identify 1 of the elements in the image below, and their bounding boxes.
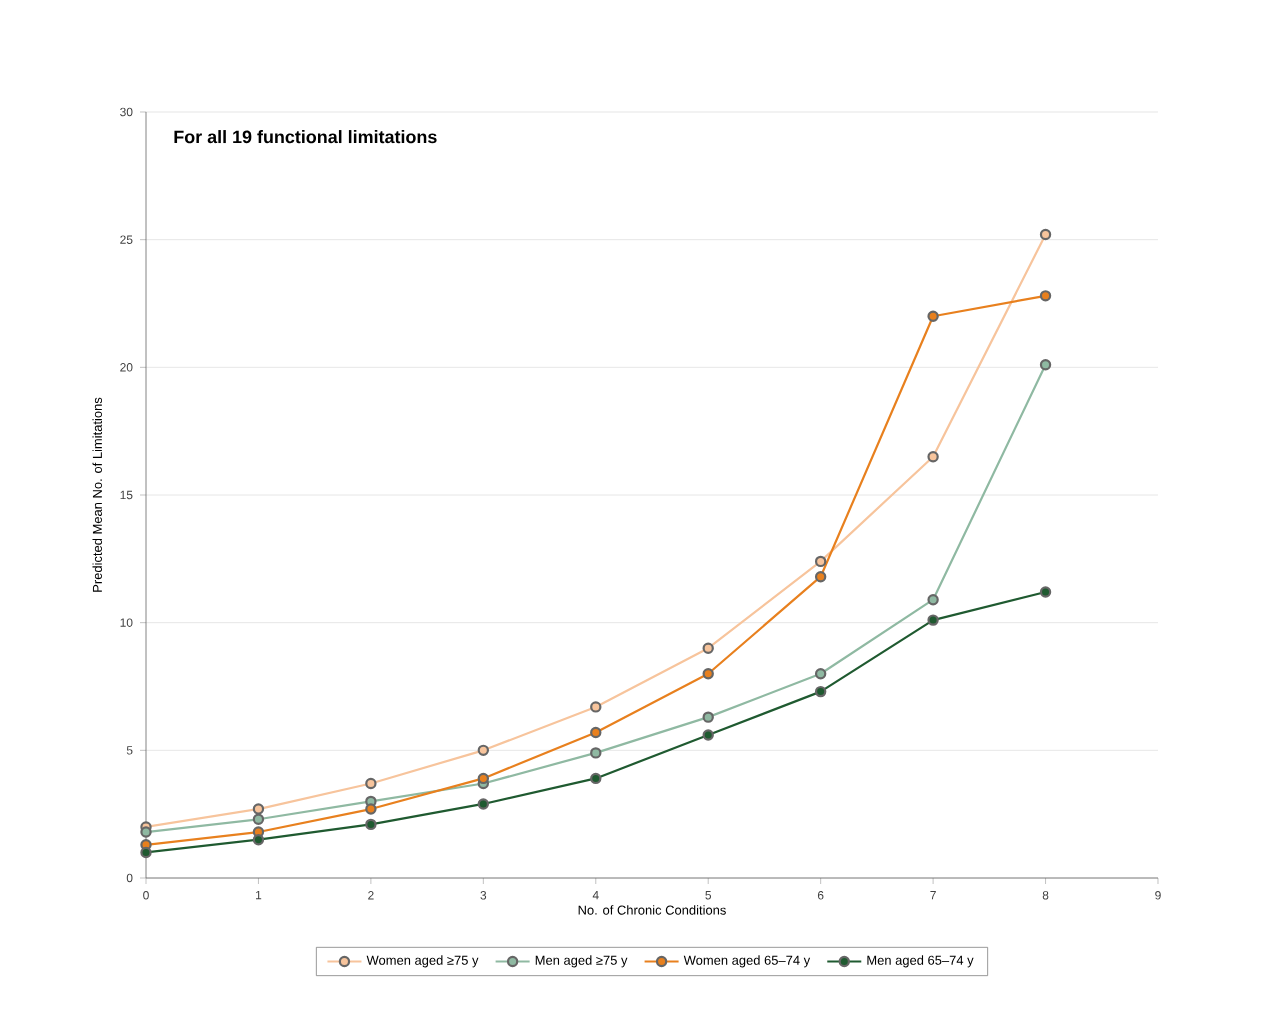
text: For all 19 functional limitations — [174, 130, 437, 144]
